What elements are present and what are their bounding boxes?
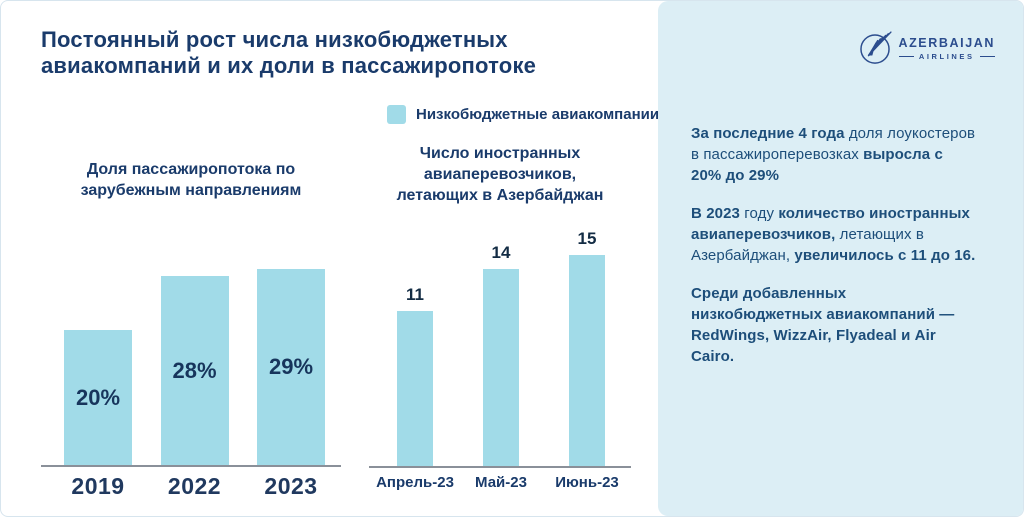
category-label: Июнь-23	[555, 474, 619, 491]
category-slot: Июнь-23	[555, 474, 619, 502]
bar: 15	[569, 229, 605, 466]
chart-title: Число иностранных авиаперевозчиков, лета…	[396, 145, 604, 204]
chart-plot-area: 11 14 15	[369, 229, 631, 468]
bar-slot: 11	[397, 241, 433, 466]
airline-logo-text: AZERBAIJAN AIRLINES	[898, 36, 995, 61]
airline-sub-name: AIRLINES	[918, 51, 975, 61]
legend-label: Низкобюджетные авиакомпании	[416, 106, 660, 123]
category-slot: Май-23	[475, 474, 527, 502]
chart-x-axis-labels: 2019 2022 2023	[41, 473, 341, 501]
chart-legend: Низкобюджетные авиакомпании	[387, 105, 659, 124]
bar-value-label: 28%	[172, 357, 217, 383]
panel-paragraph: За последние 4 года доля лоукостеров в п…	[691, 123, 977, 186]
airline-logo: AZERBAIJAN AIRLINES	[858, 31, 995, 65]
category-slot: 2022	[161, 473, 229, 501]
category-label: Май-23	[475, 474, 527, 491]
panel-text-bold: выросла с 20% до 29%	[691, 146, 943, 184]
airline-brand-name: AZERBAIJAN	[898, 35, 995, 50]
category-label: 2023	[264, 473, 318, 499]
category-label: 2019	[71, 473, 125, 499]
airline-sub-row: AIRLINES	[898, 51, 995, 61]
chart-title: Доля пассажиропотока по зарубежным напра…	[80, 161, 302, 199]
bar-slot: 20%	[64, 249, 132, 465]
panel-paragraph: Среди добавленных низкобюджетных авиаком…	[691, 283, 977, 367]
panel-text-bold: количество иностранных авиаперевозчиков,	[691, 205, 970, 243]
chart-plot-area: 20% 28% 29%	[41, 249, 341, 467]
panel-text-bold: увеличилось с 11 до 16.	[794, 247, 976, 264]
bar-slot: 28%	[160, 249, 229, 465]
bar: 29%	[257, 269, 325, 465]
bar-value-label: 11	[406, 285, 424, 305]
logo-dash-right	[979, 55, 995, 57]
bar-value-label: 14	[491, 243, 511, 263]
bar: 14	[483, 243, 519, 466]
summary-panel: AZERBAIJAN AIRLINES За последние 4 года …	[658, 1, 1023, 516]
chart-x-axis-labels: Апрель-23 Май-23 Июнь-23	[369, 474, 631, 502]
panel-text-bold: Среди добавленных низкобюджетных авиаком…	[691, 285, 955, 365]
bar-value-label: 15	[577, 229, 597, 249]
legend-swatch-icon	[387, 105, 406, 124]
panel-text-regular: летающих в Азербайджан,	[691, 226, 924, 264]
bar-value-label: 20%	[75, 384, 121, 410]
chart-foreign-carriers: Число иностранных авиаперевозчиков, лета…	[369, 143, 631, 511]
category-label: Апрель-23	[376, 474, 454, 491]
bar-slot: 14	[483, 241, 519, 466]
panel-paragraph: В 2023 году количество иностранных авиап…	[691, 203, 977, 266]
logo-dash-left	[898, 55, 914, 57]
airline-wing-icon	[860, 31, 893, 64]
bar: 11	[397, 285, 433, 466]
bar-slot: 15	[569, 229, 605, 466]
panel-text-bold: В 2023	[691, 205, 745, 222]
panel-text-regular: году	[744, 205, 779, 222]
panel-text-bold: За последние 4 года	[691, 125, 849, 142]
category-slot: 2019	[64, 473, 132, 501]
bar: 28%	[160, 276, 229, 465]
panel-text-regular: доля лоукостеров в пассажироперевозках	[691, 125, 976, 163]
category-label: 2022	[167, 473, 222, 499]
category-slot: Апрель-23	[376, 474, 454, 502]
summary-text-block: За последние 4 года доля лоукостеров в п…	[691, 123, 977, 384]
page-title: Постоянный рост числа низкобюджетных ави…	[41, 27, 537, 78]
chart-passenger-share: Доля пассажиропотока по зарубежным напра…	[41, 151, 341, 511]
category-slot: 2023	[257, 473, 325, 501]
bar: 20%	[64, 330, 132, 465]
bar-slot: 29%	[257, 249, 325, 465]
bar-value-label: 29%	[268, 354, 314, 380]
